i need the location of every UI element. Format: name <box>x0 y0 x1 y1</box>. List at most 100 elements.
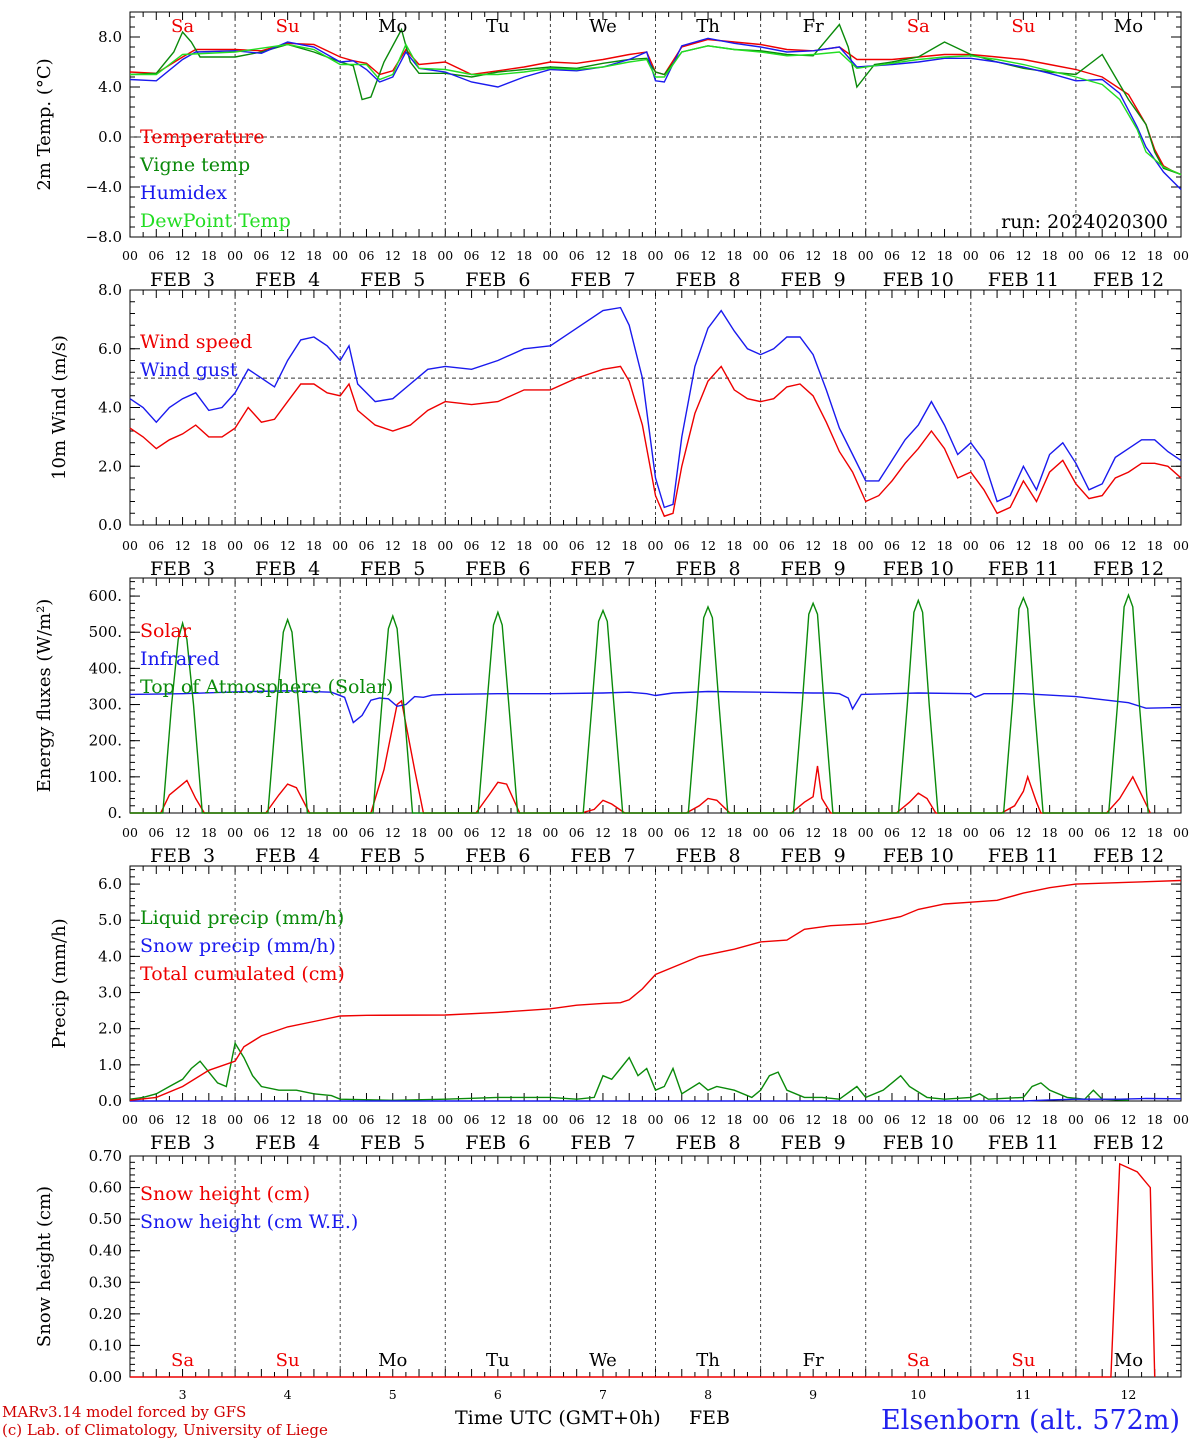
series-top-of-atmosphere-solar- <box>130 592 1149 814</box>
hour-label: 18 <box>937 248 953 263</box>
hour-label: 00 <box>1068 248 1084 263</box>
hour-label: 00 <box>332 248 348 263</box>
series-snow-height-cm- <box>130 1162 1156 1378</box>
hour-label: 06 <box>674 248 690 263</box>
y-tick-label: 5.0 <box>98 911 122 929</box>
y-tick-label: 0. <box>108 804 122 822</box>
station-name: Elsenborn (alt. 572m) <box>881 1405 1180 1436</box>
y-tick-label: 0.40 <box>89 1242 122 1260</box>
hour-label: 00 <box>542 248 558 263</box>
date-label: FEB 3 <box>150 269 215 291</box>
hour-label: 12 <box>490 538 506 553</box>
hour-label: 06 <box>884 538 900 553</box>
date-label: FEB 12 <box>1093 845 1164 867</box>
credit-model: MARv3.14 model forced by GFS <box>2 1403 246 1421</box>
x-axis-title: Time UTC (GMT+0h) <box>455 1407 661 1429</box>
date-label: FEB 4 <box>255 558 320 580</box>
date-label: FEB 5 <box>360 1132 425 1154</box>
hour-label: 00 <box>753 825 769 840</box>
hour-label: 06 <box>359 1112 375 1127</box>
day-number: 4 <box>284 1387 292 1402</box>
y-tick-label: 0.0 <box>98 516 122 534</box>
weekday-label-bottom: Sa <box>171 1350 194 1371</box>
legend-entry: Vigne temp <box>139 154 250 176</box>
y-tick-label: 1.0 <box>98 1056 122 1074</box>
hour-label: 06 <box>253 825 269 840</box>
date-label: FEB 10 <box>883 1132 954 1154</box>
weekday-label-bottom: Fr <box>803 1350 824 1371</box>
date-label: FEB 9 <box>781 1132 846 1154</box>
hour-label: 00 <box>437 825 453 840</box>
day-number: 11 <box>1015 1387 1031 1402</box>
date-label: FEB 10 <box>883 269 954 291</box>
hour-label: 12 <box>175 248 191 263</box>
legend-entry: Temperature <box>140 126 264 148</box>
y-tick-label: 4.0 <box>98 399 122 417</box>
y-tick-label: 6.0 <box>98 875 122 893</box>
weekday-label-bottom: Sa <box>907 1350 930 1371</box>
legend-entry: Liquid precip (mm/h) <box>140 907 344 929</box>
hour-label: 12 <box>700 1112 716 1127</box>
hour-label: 00 <box>753 1112 769 1127</box>
hour-label: 00 <box>1068 825 1084 840</box>
hour-label: 12 <box>910 1112 926 1127</box>
hour-label: 12 <box>1120 1112 1136 1127</box>
y-tick-label: 400. <box>89 659 122 677</box>
series-wind-gust <box>129 306 1182 509</box>
hour-label: 12 <box>280 248 296 263</box>
y-tick-label: 8.0 <box>98 281 122 299</box>
date-label: FEB 11 <box>988 845 1059 867</box>
hour-label: 18 <box>201 248 217 263</box>
legend-entry: Snow height (cm) <box>140 1183 310 1205</box>
y-tick-label: 2.0 <box>98 1020 122 1038</box>
hour-label: 06 <box>884 248 900 263</box>
hour-label: 12 <box>700 538 716 553</box>
y-axis-label: 2m Temp. (°C) <box>34 58 55 190</box>
y-axis-label: Snow height (cm) <box>34 1186 55 1347</box>
date-label: FEB 9 <box>781 845 846 867</box>
date-label: FEB 10 <box>883 845 954 867</box>
date-label: FEB 11 <box>988 1132 1059 1154</box>
hour-label: 06 <box>148 1112 164 1127</box>
y-tick-label: 600. <box>89 587 122 605</box>
hour-label: 12 <box>595 538 611 553</box>
y-tick-label: 0.30 <box>89 1273 122 1291</box>
date-label: FEB 4 <box>255 269 320 291</box>
weekday-label-bottom: We <box>589 1350 617 1371</box>
hour-label: 06 <box>1094 1112 1110 1127</box>
y-tick-label: 300. <box>89 696 122 714</box>
date-label: FEB 7 <box>570 269 635 291</box>
hour-label: 18 <box>516 248 532 263</box>
date-label: FEB 7 <box>570 845 635 867</box>
hour-label: 12 <box>490 825 506 840</box>
weekday-label-top: Sa <box>171 16 194 37</box>
hour-label: 18 <box>1147 1112 1163 1127</box>
hour-label: 12 <box>385 1112 401 1127</box>
y-tick-label: 0.0 <box>98 128 122 146</box>
hour-label: 00 <box>1173 825 1189 840</box>
hour-label: 00 <box>122 538 138 553</box>
legend-entry: Humidex <box>140 182 227 204</box>
hour-label: 18 <box>1042 1112 1058 1127</box>
weekday-label-top: Mo <box>378 16 407 37</box>
hour-label: 00 <box>332 825 348 840</box>
hour-label: 00 <box>1068 1112 1084 1127</box>
hour-label: 00 <box>122 248 138 263</box>
hour-label: 00 <box>332 538 348 553</box>
y-tick-label: 0.00 <box>89 1368 122 1386</box>
hour-label: 18 <box>621 825 637 840</box>
hour-label: 06 <box>253 538 269 553</box>
hour-label: 18 <box>831 248 847 263</box>
date-label: FEB 8 <box>675 558 740 580</box>
legend-entry: Wind speed <box>140 331 252 353</box>
hour-label: 06 <box>464 248 480 263</box>
hour-label: 12 <box>1015 825 1031 840</box>
legend-entry: Top of Atmosphere (Solar) <box>140 676 393 698</box>
panel-2: 8.0 6.0 4.0 2.0 0.0 10m Wind (m/s) Wind speed W… <box>49 281 1189 580</box>
weekday-label-top: Su <box>1011 16 1035 37</box>
weekday-label-top: Mo <box>1114 16 1143 37</box>
footer: MARv3.14 model forced by GFS (c) Lab. of… <box>2 1403 1180 1439</box>
y-tick-label: 4.0 <box>98 947 122 965</box>
y-tick-label: 500. <box>89 623 122 641</box>
day-number: 8 <box>704 1387 712 1402</box>
